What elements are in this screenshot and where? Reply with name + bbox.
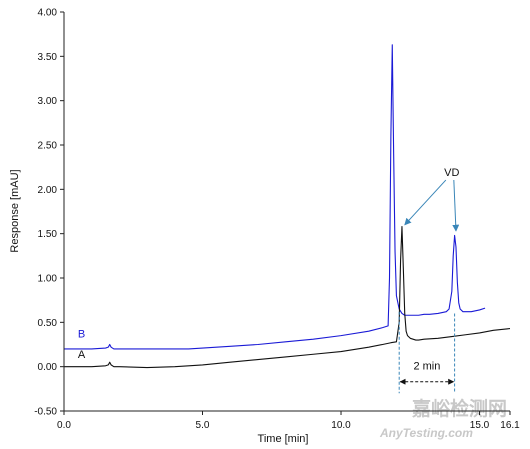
vd-arrow-peak-b [452, 180, 460, 232]
y-tick-label-5: 1.50 [38, 229, 58, 240]
y-tick-label-0: 4.00 [38, 8, 58, 19]
spacing-label: 2 min [413, 360, 440, 372]
y-tick-label-2: 3.00 [38, 96, 58, 107]
y-axis-title: Response [mAU] [9, 169, 21, 252]
x-axis-title: Time [min] [258, 433, 309, 445]
vd-arrow-peak-a [404, 179, 447, 226]
y-tick-label-6: 1.00 [38, 274, 58, 285]
y-tick-label-3: 2.50 [38, 141, 58, 152]
series-label-b: B [78, 328, 85, 340]
series-line-A [64, 226, 511, 369]
y-tick-label-4: 2.00 [38, 185, 58, 196]
x-tick-label-1: 5.0 [196, 420, 210, 431]
vd-label: VD [444, 167, 459, 179]
watermark-logo-text: 嘉峪检测网 [411, 397, 507, 420]
watermark-site-text: AnyTesting.com [379, 426, 473, 440]
y-tick-label-9: -0.50 [34, 407, 57, 418]
x-tick-label-4: 16.1 [500, 420, 520, 431]
y-tick-label-1: 3.50 [38, 52, 58, 63]
x-tick-label-0: 0.0 [57, 420, 71, 431]
x-tick-label-2: 10.0 [331, 420, 351, 431]
series-line-B [64, 44, 486, 350]
series-label-a: A [78, 349, 86, 361]
x-tick-label-3: 15.0 [470, 420, 490, 431]
y-tick-label-7: 0.50 [38, 318, 58, 329]
y-tick-label-8: 0.00 [38, 362, 58, 373]
